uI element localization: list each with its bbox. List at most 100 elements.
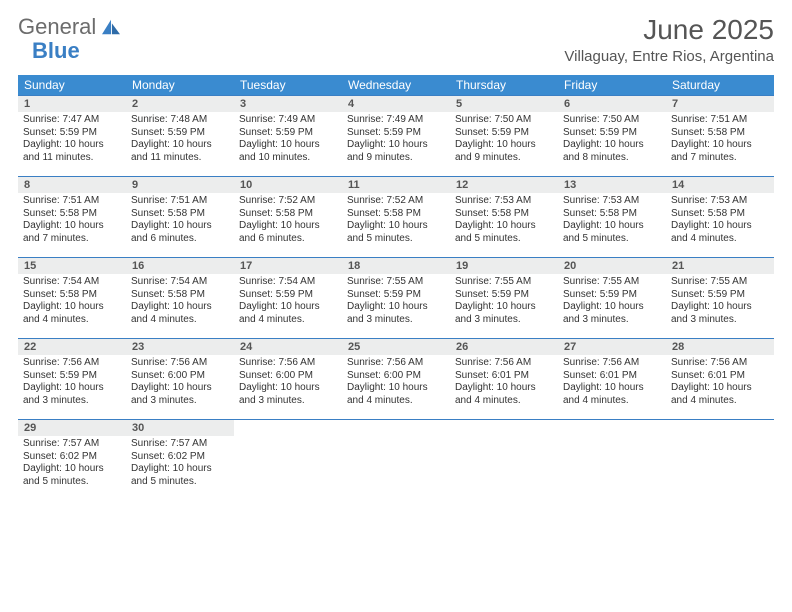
day-cell	[234, 436, 342, 494]
sunset-text: Sunset: 5:58 PM	[671, 208, 769, 221]
day-number-cell: 21	[666, 257, 774, 274]
daylight-text: Daylight: 10 hours and 5 minutes.	[563, 220, 661, 245]
daylight-text: Daylight: 10 hours and 5 minutes.	[131, 463, 229, 488]
dow-wednesday: Wednesday	[342, 75, 450, 95]
page-header: General June 2025 Villaguay, Entre Rios,…	[18, 14, 774, 65]
sunrise-text: Sunrise: 7:56 AM	[131, 357, 229, 370]
brand-line2: Blue	[32, 38, 80, 64]
sunset-text: Sunset: 5:58 PM	[23, 208, 121, 221]
day-cell: Sunrise: 7:51 AMSunset: 5:58 PMDaylight:…	[666, 112, 774, 170]
sunrise-text: Sunrise: 7:47 AM	[23, 114, 121, 127]
day-number-cell	[558, 419, 666, 436]
location: Villaguay, Entre Rios, Argentina	[564, 48, 774, 65]
sunrise-text: Sunrise: 7:55 AM	[455, 276, 553, 289]
sunrise-text: Sunrise: 7:54 AM	[23, 276, 121, 289]
daynum-row: 22232425262728	[18, 338, 774, 355]
dow-tuesday: Tuesday	[234, 75, 342, 95]
day-number-cell: 9	[126, 176, 234, 193]
brand-part1: General	[18, 14, 96, 40]
sunset-text: Sunset: 5:59 PM	[239, 289, 337, 302]
sunset-text: Sunset: 5:58 PM	[455, 208, 553, 221]
day-of-week-row: Sunday Monday Tuesday Wednesday Thursday…	[18, 75, 774, 95]
calendar-body: 1234567Sunrise: 7:47 AMSunset: 5:59 PMDa…	[18, 95, 774, 494]
sunrise-text: Sunrise: 7:56 AM	[239, 357, 337, 370]
day-number-cell: 17	[234, 257, 342, 274]
day-number-cell: 28	[666, 338, 774, 355]
day-cell: Sunrise: 7:57 AMSunset: 6:02 PMDaylight:…	[18, 436, 126, 494]
sunrise-text: Sunrise: 7:52 AM	[347, 195, 445, 208]
day-number-cell: 14	[666, 176, 774, 193]
day-cell	[450, 436, 558, 494]
daylight-text: Daylight: 10 hours and 6 minutes.	[239, 220, 337, 245]
day-cell: Sunrise: 7:47 AMSunset: 5:59 PMDaylight:…	[18, 112, 126, 170]
sunset-text: Sunset: 5:59 PM	[23, 370, 121, 383]
sunrise-text: Sunrise: 7:57 AM	[23, 438, 121, 451]
sunrise-text: Sunrise: 7:56 AM	[347, 357, 445, 370]
day-cell: Sunrise: 7:52 AMSunset: 5:58 PMDaylight:…	[342, 193, 450, 251]
daynum-row: 15161718192021	[18, 257, 774, 274]
sunset-text: Sunset: 6:02 PM	[131, 451, 229, 464]
month-title: June 2025	[564, 14, 774, 46]
daylight-text: Daylight: 10 hours and 4 minutes.	[23, 301, 121, 326]
sunrise-text: Sunrise: 7:53 AM	[455, 195, 553, 208]
day-number-cell: 24	[234, 338, 342, 355]
day-number-cell: 7	[666, 95, 774, 112]
sail-icon	[100, 18, 122, 36]
calendar-table: Sunday Monday Tuesday Wednesday Thursday…	[18, 75, 774, 494]
day-cell: Sunrise: 7:55 AMSunset: 5:59 PMDaylight:…	[450, 274, 558, 332]
sunset-text: Sunset: 6:01 PM	[563, 370, 661, 383]
daynum-row: 2930	[18, 419, 774, 436]
sunrise-text: Sunrise: 7:56 AM	[455, 357, 553, 370]
day-cell: Sunrise: 7:50 AMSunset: 5:59 PMDaylight:…	[450, 112, 558, 170]
sunset-text: Sunset: 5:59 PM	[455, 127, 553, 140]
title-block: June 2025 Villaguay, Entre Rios, Argenti…	[564, 14, 774, 65]
day-number-cell: 8	[18, 176, 126, 193]
sunrise-text: Sunrise: 7:51 AM	[23, 195, 121, 208]
daylight-text: Daylight: 10 hours and 7 minutes.	[671, 139, 769, 164]
day-cell: Sunrise: 7:53 AMSunset: 5:58 PMDaylight:…	[450, 193, 558, 251]
day-cell: Sunrise: 7:54 AMSunset: 5:58 PMDaylight:…	[126, 274, 234, 332]
day-number-cell: 15	[18, 257, 126, 274]
day-number-cell: 19	[450, 257, 558, 274]
daylight-text: Daylight: 10 hours and 3 minutes.	[131, 382, 229, 407]
day-cell: Sunrise: 7:57 AMSunset: 6:02 PMDaylight:…	[126, 436, 234, 494]
dow-thursday: Thursday	[450, 75, 558, 95]
day-cell: Sunrise: 7:53 AMSunset: 5:58 PMDaylight:…	[558, 193, 666, 251]
daylight-text: Daylight: 10 hours and 4 minutes.	[455, 382, 553, 407]
sunrise-text: Sunrise: 7:56 AM	[671, 357, 769, 370]
sunset-text: Sunset: 5:58 PM	[347, 208, 445, 221]
daylight-text: Daylight: 10 hours and 4 minutes.	[131, 301, 229, 326]
sunset-text: Sunset: 5:59 PM	[347, 127, 445, 140]
daylight-text: Daylight: 10 hours and 4 minutes.	[671, 220, 769, 245]
sunset-text: Sunset: 5:59 PM	[455, 289, 553, 302]
sunset-text: Sunset: 6:00 PM	[131, 370, 229, 383]
day-number-cell: 11	[342, 176, 450, 193]
sunrise-text: Sunrise: 7:52 AM	[239, 195, 337, 208]
dow-sunday: Sunday	[18, 75, 126, 95]
day-number-cell: 22	[18, 338, 126, 355]
sunrise-text: Sunrise: 7:49 AM	[239, 114, 337, 127]
daynum-row: 891011121314	[18, 176, 774, 193]
day-cell: Sunrise: 7:56 AMSunset: 6:00 PMDaylight:…	[126, 355, 234, 413]
day-number-cell: 12	[450, 176, 558, 193]
day-cell	[558, 436, 666, 494]
day-cell: Sunrise: 7:56 AMSunset: 5:59 PMDaylight:…	[18, 355, 126, 413]
daylight-text: Daylight: 10 hours and 3 minutes.	[347, 301, 445, 326]
sunset-text: Sunset: 6:01 PM	[455, 370, 553, 383]
day-cell	[666, 436, 774, 494]
day-cell: Sunrise: 7:53 AMSunset: 5:58 PMDaylight:…	[666, 193, 774, 251]
day-number-cell: 20	[558, 257, 666, 274]
daylight-text: Daylight: 10 hours and 5 minutes.	[347, 220, 445, 245]
daylight-text: Daylight: 10 hours and 10 minutes.	[239, 139, 337, 164]
day-number-cell: 30	[126, 419, 234, 436]
sunrise-text: Sunrise: 7:56 AM	[23, 357, 121, 370]
daylight-text: Daylight: 10 hours and 11 minutes.	[131, 139, 229, 164]
dow-saturday: Saturday	[666, 75, 774, 95]
daylight-text: Daylight: 10 hours and 4 minutes.	[563, 382, 661, 407]
sunset-text: Sunset: 5:59 PM	[563, 289, 661, 302]
sunset-text: Sunset: 5:59 PM	[239, 127, 337, 140]
sunrise-text: Sunrise: 7:50 AM	[563, 114, 661, 127]
sunset-text: Sunset: 5:59 PM	[671, 289, 769, 302]
dow-friday: Friday	[558, 75, 666, 95]
week-row: Sunrise: 7:51 AMSunset: 5:58 PMDaylight:…	[18, 193, 774, 251]
